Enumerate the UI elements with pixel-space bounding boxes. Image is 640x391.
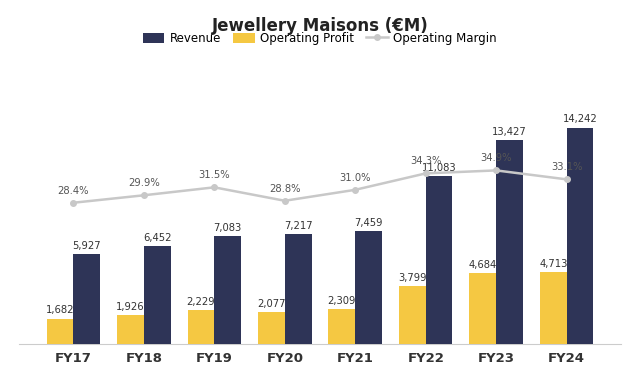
Bar [285, 234, 312, 344]
Text: 34.9%: 34.9% [481, 153, 512, 163]
Text: 31.5%: 31.5% [198, 170, 230, 180]
Bar [540, 273, 566, 344]
Bar [258, 312, 285, 344]
Text: 28.8%: 28.8% [269, 184, 301, 194]
Text: 4,713: 4,713 [539, 259, 568, 269]
Bar [496, 140, 523, 344]
Text: 3,799: 3,799 [398, 273, 427, 283]
Bar [328, 309, 355, 344]
Text: 5,927: 5,927 [72, 241, 101, 251]
Bar [469, 273, 496, 344]
Text: 11,083: 11,083 [422, 163, 456, 172]
Text: 1,682: 1,682 [45, 305, 74, 316]
Bar [47, 319, 74, 344]
Text: 34.3%: 34.3% [410, 156, 442, 167]
Text: 4,684: 4,684 [468, 260, 497, 270]
Text: 33.1%: 33.1% [551, 162, 582, 172]
Text: 28.4%: 28.4% [58, 186, 89, 196]
Text: 1,926: 1,926 [116, 302, 145, 312]
Text: 29.9%: 29.9% [128, 178, 160, 188]
Text: 31.0%: 31.0% [339, 173, 371, 183]
Text: 2,309: 2,309 [328, 296, 356, 306]
Text: 7,459: 7,459 [355, 218, 383, 228]
Bar [426, 176, 452, 344]
Text: 14,242: 14,242 [563, 115, 597, 124]
Text: 2,229: 2,229 [187, 297, 215, 307]
Bar [144, 246, 171, 344]
Legend: Revenue, Operating Profit, Operating Margin: Revenue, Operating Profit, Operating Mar… [138, 27, 502, 49]
Bar [566, 127, 593, 344]
Bar [214, 237, 241, 344]
Text: 6,452: 6,452 [143, 233, 172, 243]
Title: Jewellery Maisons (€M): Jewellery Maisons (€M) [212, 18, 428, 36]
Bar [117, 315, 144, 344]
Text: 7,217: 7,217 [284, 221, 312, 231]
Text: 2,077: 2,077 [257, 300, 285, 309]
Bar [188, 310, 214, 344]
Text: 13,427: 13,427 [492, 127, 527, 137]
Text: 7,083: 7,083 [214, 223, 242, 233]
Bar [74, 254, 100, 344]
Bar [355, 231, 382, 344]
Bar [399, 286, 426, 344]
